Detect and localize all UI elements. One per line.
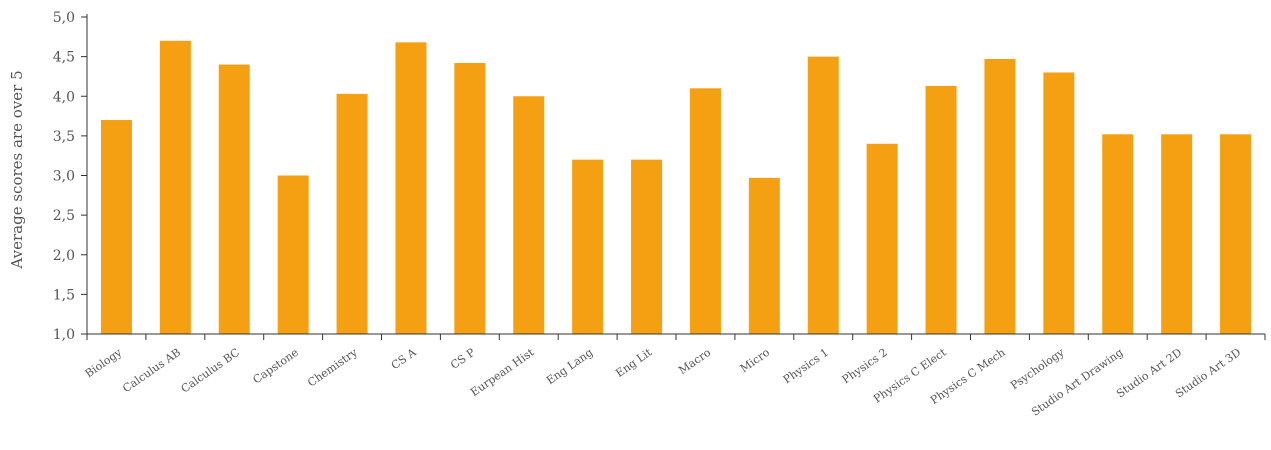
x-tick-label: Psychology (1008, 345, 1067, 392)
x-tick-label: Physics 2 (840, 346, 890, 387)
y-axis: 1,0 1,5 2,0 2,5 3,0 3,5 4,0 4,5 5,0 (53, 10, 88, 343)
bar (277, 175, 309, 334)
bar (631, 159, 663, 334)
x-tick-label: Studio Art 3D (1173, 346, 1243, 401)
y-tick-label: 4,0 (53, 89, 75, 105)
bar (572, 159, 604, 334)
bar (454, 62, 486, 335)
x-tick-label: Capstone (251, 346, 301, 387)
x-tick-label: Eurpean Hist (468, 345, 537, 399)
bar (336, 93, 368, 334)
x-tick-label: Biology (83, 345, 125, 380)
x-tick-label: Chemistry (305, 345, 360, 389)
bar (1102, 134, 1134, 334)
bar (1043, 72, 1075, 334)
bar (218, 64, 250, 335)
bar (100, 120, 132, 335)
x-tick-label: CS A (389, 345, 420, 372)
x-tick-label: Calculus AB (120, 346, 183, 395)
x-tick-label: Physics 1 (781, 346, 831, 387)
x-tick-label: Eng Lit (613, 345, 654, 379)
y-tick-label: 2,5 (53, 208, 75, 224)
x-tick-label: Calculus BC (179, 346, 242, 396)
bar (748, 177, 780, 334)
bar (1161, 134, 1193, 334)
x-tick-label: CS P (448, 345, 478, 371)
bar (159, 40, 191, 335)
bar (513, 96, 545, 334)
x-tick-label: Micro (738, 346, 773, 376)
x-tick-label: Macro (676, 346, 713, 377)
y-axis-title: Average scores are over 5 (8, 70, 26, 269)
bar (984, 59, 1016, 334)
bar (689, 88, 721, 334)
y-tick-label: 5,0 (53, 10, 75, 26)
bar (1220, 134, 1252, 334)
y-tick-label: 1,0 (53, 327, 75, 343)
bar (395, 42, 427, 335)
y-tick-label: 3,0 (53, 169, 75, 185)
bar (866, 143, 898, 334)
x-tick-label: Eng Lang (544, 346, 595, 387)
bar (807, 56, 839, 334)
y-tick-label: 1,5 (53, 287, 75, 303)
y-tick-label: 3,5 (53, 129, 75, 145)
bar (925, 85, 957, 334)
y-tick-label: 2,0 (53, 248, 75, 264)
y-tick-label: 4,5 (53, 50, 75, 66)
bars (100, 40, 1252, 335)
